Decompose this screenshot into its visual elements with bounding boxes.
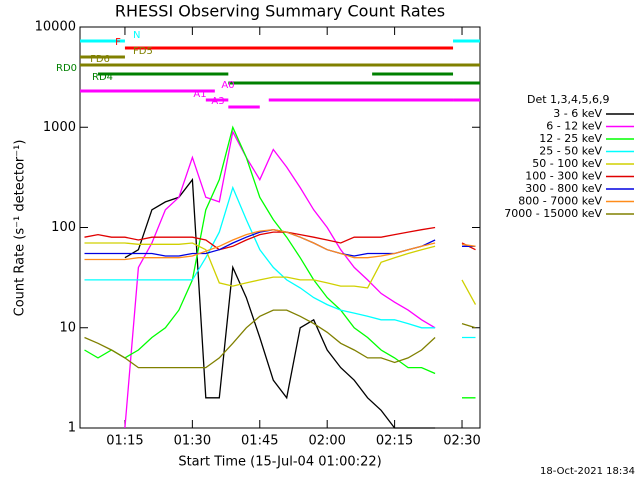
flag-label: FD6 — [90, 54, 110, 65]
legend-label: 12 - 25 keV — [539, 132, 602, 145]
y-tick-label: 1000 — [43, 120, 76, 135]
x-tick-label: 02:00 — [308, 434, 345, 449]
flag-label: FD5 — [133, 46, 153, 57]
x-tick-label: 01:15 — [106, 434, 143, 449]
series-line — [124, 177, 436, 429]
y-axis-label: Count Rate (s⁻¹ detector⁻¹) — [13, 140, 28, 317]
flag-label: N — [133, 30, 140, 41]
x-tick-label: 02:30 — [443, 434, 480, 449]
footer: 18-Oct-2021 18:34 — [540, 466, 635, 477]
y-tick-label: 100 — [51, 220, 76, 235]
legend-label: 7000 - 15000 keV — [504, 207, 602, 220]
flag-label: A1 — [193, 89, 206, 100]
x-tick-label: 01:30 — [174, 434, 211, 449]
series-line — [84, 309, 476, 369]
legend-label: 100 - 300 keV — [525, 170, 602, 183]
flag-label: F — [115, 37, 121, 48]
flag-label: A0 — [221, 80, 234, 91]
legend-title: Det 1,3,4,5,6,9 — [527, 93, 610, 106]
series-line — [84, 229, 476, 261]
x-tick-label: 02:15 — [376, 434, 413, 449]
legend-label: 300 - 800 keV — [525, 182, 602, 195]
flag-label: RD0 — [56, 63, 77, 74]
y-tick-label: 10 — [59, 320, 76, 335]
legend-label: 800 - 7000 keV — [518, 195, 602, 208]
series-line — [84, 242, 477, 305]
y-tick-label: 10000 — [35, 20, 76, 35]
legend-label: 6 - 12 keV — [546, 120, 602, 133]
legend-label: 25 - 50 keV — [539, 145, 602, 158]
chart-title: RHESSI Observing Summary Count Rates — [115, 2, 445, 21]
legend-label: 50 - 100 keV — [532, 157, 602, 170]
x-tick-label: 01:45 — [241, 434, 278, 449]
flag-label: RD4 — [92, 72, 113, 83]
x-axis-label: Start Time (15-Jul-04 01:00:22) — [178, 455, 381, 470]
series-line — [84, 185, 476, 339]
series-line — [84, 125, 476, 399]
y-tick-label: 1 — [68, 421, 76, 436]
series-line — [124, 129, 436, 429]
flag-label: A3 — [211, 96, 224, 107]
legend-label: 3 - 6 keV — [553, 107, 602, 120]
